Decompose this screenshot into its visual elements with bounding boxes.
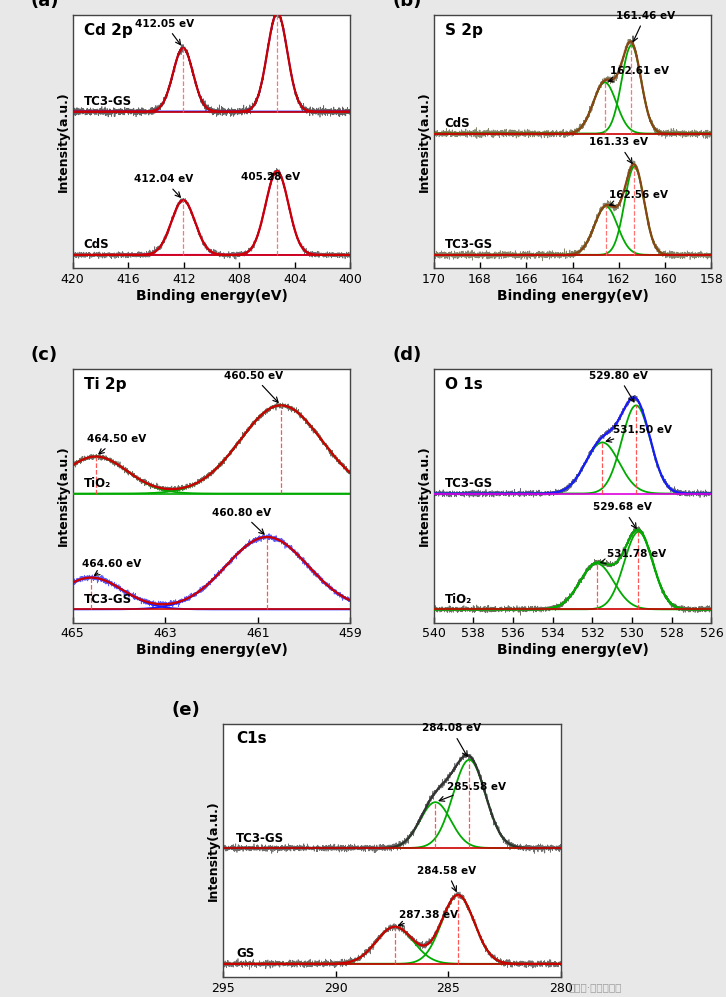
Text: 531.50 eV: 531.50 eV: [606, 426, 672, 442]
Text: 405.28 eV: 405.28 eV: [240, 171, 300, 181]
Text: TC3-GS: TC3-GS: [445, 477, 493, 491]
X-axis label: Binding energy(eV): Binding energy(eV): [497, 289, 648, 303]
Text: 460.80 eV: 460.80 eV: [212, 507, 271, 534]
Text: GS: GS: [236, 947, 255, 960]
Text: 412.05 eV: 412.05 eV: [135, 19, 195, 45]
Text: 284.58 eV: 284.58 eV: [417, 865, 476, 891]
Text: 529.68 eV: 529.68 eV: [593, 502, 652, 528]
Text: 460.50 eV: 460.50 eV: [224, 371, 282, 403]
Text: 529.80 eV: 529.80 eV: [589, 371, 648, 402]
Text: TiO₂: TiO₂: [445, 593, 472, 606]
Text: 161.33 eV: 161.33 eV: [589, 138, 648, 164]
Text: 161.46 eV: 161.46 eV: [616, 11, 675, 42]
Text: O 1s: O 1s: [445, 377, 483, 392]
X-axis label: Binding energy(eV): Binding energy(eV): [136, 643, 287, 657]
Text: 公众号·石墨烯研究: 公众号·石墨烯研究: [568, 982, 622, 992]
Text: 284.08 eV: 284.08 eV: [422, 724, 481, 757]
Text: C1s: C1s: [236, 732, 267, 747]
Text: S 2p: S 2p: [445, 23, 483, 38]
Y-axis label: Intensity(a.u.): Intensity(a.u.): [418, 91, 431, 192]
Text: 412.04 eV: 412.04 eV: [134, 174, 193, 197]
Text: TiO₂: TiO₂: [83, 477, 111, 491]
Text: (d): (d): [392, 346, 421, 364]
Text: CdS: CdS: [445, 117, 470, 130]
Text: 287.38 eV: 287.38 eV: [399, 909, 458, 926]
Text: TC3-GS: TC3-GS: [236, 831, 285, 844]
Text: 464.50 eV: 464.50 eV: [87, 434, 146, 454]
Y-axis label: Intensity(a.u.): Intensity(a.u.): [57, 446, 70, 546]
Text: (b): (b): [392, 0, 421, 10]
Text: TC3-GS: TC3-GS: [83, 95, 132, 108]
Y-axis label: Intensity(a.u.): Intensity(a.u.): [418, 446, 431, 546]
Text: 162.56 eV: 162.56 eV: [609, 190, 668, 205]
Text: 531.78 eV: 531.78 eV: [600, 549, 666, 564]
Text: 405.26 eV: 405.26 eV: [0, 996, 1, 997]
Y-axis label: Intensity(a.u.): Intensity(a.u.): [57, 91, 70, 192]
Text: (e): (e): [172, 701, 200, 719]
Text: TC3-GS: TC3-GS: [83, 593, 132, 606]
Text: (c): (c): [31, 346, 58, 364]
Y-axis label: Intensity(a.u.): Intensity(a.u.): [207, 800, 220, 901]
Text: Cd 2p: Cd 2p: [83, 23, 132, 38]
Text: 162.61 eV: 162.61 eV: [608, 66, 669, 82]
Text: CdS: CdS: [83, 238, 110, 251]
Text: 464.60 eV: 464.60 eV: [82, 558, 142, 575]
X-axis label: Binding energy(eV): Binding energy(eV): [497, 643, 648, 657]
X-axis label: Binding energy(eV): Binding energy(eV): [136, 289, 287, 303]
Text: Ti 2p: Ti 2p: [83, 377, 126, 392]
Text: 285.58 eV: 285.58 eV: [439, 782, 505, 802]
Text: (a): (a): [31, 0, 60, 10]
Text: TC3-GS: TC3-GS: [445, 238, 493, 251]
